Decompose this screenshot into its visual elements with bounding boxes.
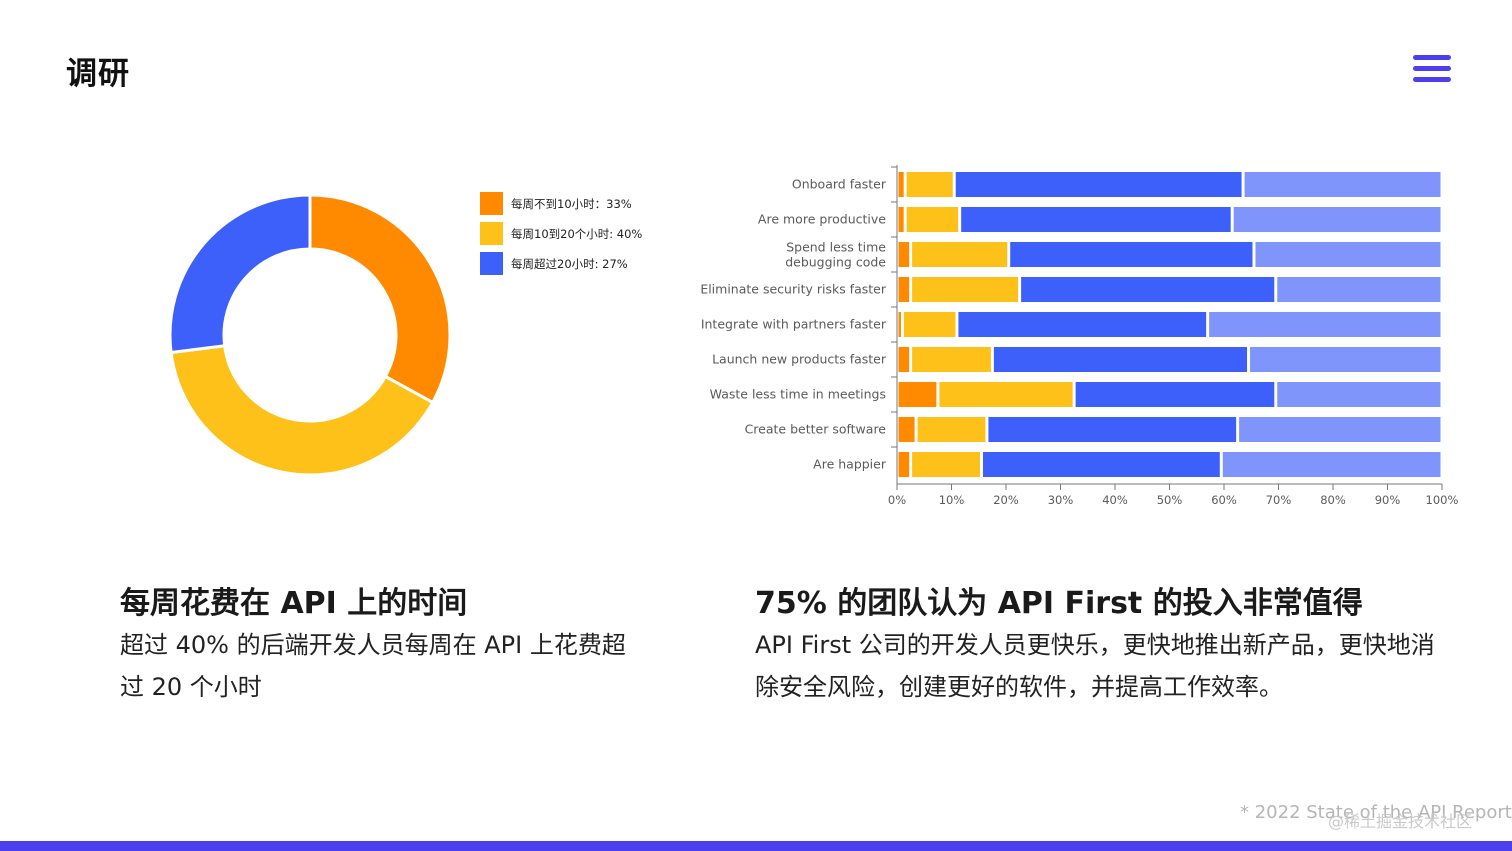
legend-label: 每周超过20小时: 27% xyxy=(511,257,628,271)
legend-label: 每周10到20个小时: 40% xyxy=(511,227,643,241)
x-tick-label: 80% xyxy=(1320,493,1346,507)
bar-segment xyxy=(898,242,910,267)
legend-swatch xyxy=(480,222,503,245)
category-label: Create better software xyxy=(745,422,887,437)
x-tick-label: 50% xyxy=(1157,493,1183,507)
x-tick-label: 60% xyxy=(1211,493,1237,507)
category-label: Are more productive xyxy=(758,212,886,227)
bar-segment xyxy=(939,382,1073,407)
category-label: Spend less time debugging code xyxy=(785,240,886,270)
x-tick-label: 20% xyxy=(993,493,1019,507)
x-tick-label: 70% xyxy=(1266,493,1292,507)
bar-segment xyxy=(1209,312,1441,337)
category-label: Onboard faster xyxy=(792,177,887,192)
stacked-bar-chart: Onboard faster Are more productive Spend l… xyxy=(700,165,1459,507)
watermark: @稀土掘金技术社区 xyxy=(1328,812,1473,831)
bar-segment xyxy=(906,207,959,232)
bar-segment xyxy=(961,207,1231,232)
x-tick-label: 100% xyxy=(1426,493,1459,507)
donut-chart xyxy=(168,193,452,477)
x-tick-label: 90% xyxy=(1375,493,1401,507)
left-section-heading: 每周花费在 API 上的时间 xyxy=(120,586,468,621)
right-section-heading: 75% 的团队认为 API First 的投入非常值得 xyxy=(755,586,1363,621)
bar-segment xyxy=(912,242,1008,267)
bar-segment xyxy=(898,347,910,372)
bar-segment xyxy=(912,277,1019,302)
source-footnote: * 2022 State of the API Report xyxy=(1240,802,1512,823)
bar-segment xyxy=(1021,277,1275,302)
bar-segment xyxy=(1233,207,1441,232)
donut-slice xyxy=(168,193,312,355)
bar-segment xyxy=(898,207,904,232)
right-section-body: API First 公司的开发人员更快乐，更快地推出新产品，更快地消除安全风险，… xyxy=(755,631,1435,701)
bar-segment xyxy=(988,417,1237,442)
legend-swatch xyxy=(480,192,503,215)
donut-slice xyxy=(308,193,452,405)
bar-segment xyxy=(1239,417,1441,442)
x-tick-label: 10% xyxy=(939,493,965,507)
bar-segment xyxy=(1010,242,1253,267)
bar-segment xyxy=(1075,382,1275,407)
bar-segment xyxy=(1277,382,1441,407)
bar-segment xyxy=(912,347,991,372)
page-title: 调研 xyxy=(66,56,130,92)
category-label: Integrate with partners faster xyxy=(701,317,887,332)
bottom-accent-bar xyxy=(0,841,1512,851)
left-section-body: 超过 40% 的后端开发人员每周在 API 上花费超过 20 个小时 xyxy=(120,631,626,701)
bar-segment xyxy=(898,312,901,337)
bar-segment xyxy=(898,277,910,302)
bar-segment xyxy=(898,382,937,407)
bar-segment xyxy=(898,452,910,477)
category-label: Eliminate security risks faster xyxy=(700,282,887,297)
category-label: Waste less time in meetings xyxy=(710,387,886,402)
bar-segment xyxy=(1244,172,1441,197)
bar-segment xyxy=(906,172,953,197)
x-tick-label: 40% xyxy=(1102,493,1128,507)
bar-segment xyxy=(982,452,1220,477)
category-label: Launch new products faster xyxy=(712,352,887,367)
bar-segment xyxy=(912,452,980,477)
x-tick-label: 30% xyxy=(1048,493,1074,507)
hamburger-menu-icon[interactable] xyxy=(1413,55,1451,83)
bar-segment xyxy=(1277,277,1441,302)
bar-segment xyxy=(1222,452,1441,477)
category-label: Are happier xyxy=(813,457,887,472)
bar-segment xyxy=(898,417,915,442)
legend-swatch xyxy=(480,252,503,275)
legend-label: 每周不到10小时：33% xyxy=(511,197,632,211)
bar-segment xyxy=(898,172,904,197)
bar-segment xyxy=(1255,242,1441,267)
bar-segment xyxy=(993,347,1248,372)
bar-segment xyxy=(955,172,1242,197)
bar-segment xyxy=(903,312,956,337)
bar-segment xyxy=(1250,347,1441,372)
donut-slice xyxy=(169,344,435,477)
bar-segment xyxy=(958,312,1207,337)
bar-segment xyxy=(917,417,986,442)
x-tick-label: 0% xyxy=(888,493,906,507)
